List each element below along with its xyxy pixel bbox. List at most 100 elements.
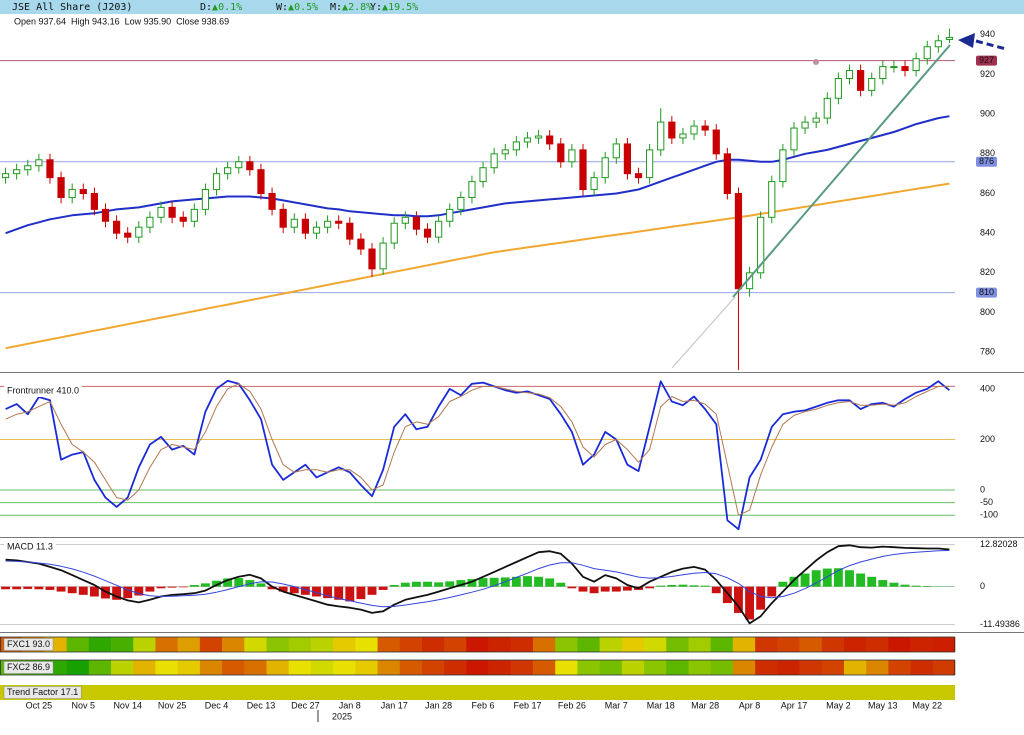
histogram-bar (578, 586, 588, 592)
candle-body (834, 77, 843, 99)
candle-body (945, 36, 954, 41)
heat-cell (310, 660, 334, 675)
candle-body (268, 193, 276, 210)
heat-cell (444, 660, 467, 675)
heat-cell (444, 637, 467, 652)
y-tick-label: 780 (980, 347, 995, 357)
heat-cell (910, 637, 934, 652)
histogram-bar (667, 585, 677, 587)
candle-body (457, 196, 465, 210)
histogram-bar (800, 573, 810, 587)
candle-body (868, 77, 876, 91)
candle-body (301, 218, 309, 234)
x-tick-label: Oct 25 (26, 700, 53, 710)
panel-label-box (4, 385, 83, 397)
y-tick-label: 400 (980, 383, 995, 393)
candle-body (423, 228, 432, 238)
change-w: W:▲0.5% (276, 2, 318, 13)
histogram-bar (278, 586, 288, 592)
heat-cell (155, 637, 178, 652)
heat-cell (710, 637, 734, 652)
panel-label: FXC2 86.9 (7, 662, 50, 672)
candle-body (612, 143, 620, 159)
trend-band (0, 685, 955, 700)
candle-body (546, 135, 554, 145)
histogram-bar (511, 576, 521, 587)
candle-body (379, 242, 387, 270)
heat-cell (555, 637, 578, 652)
panel-label-box (3, 638, 54, 651)
heat-cell (288, 637, 312, 652)
y-tick-label: 12.82028 (980, 539, 1018, 549)
change-label: M: (330, 2, 342, 13)
heat-cell (932, 637, 956, 652)
level-label-box (976, 287, 997, 298)
x-tick-label: Mar 28 (691, 700, 719, 710)
candle-body (446, 208, 454, 222)
candle-body (13, 169, 21, 175)
change-value: ▲19.5% (382, 2, 418, 13)
y-tick-label: 200 (980, 434, 995, 444)
heat-cell (732, 660, 756, 675)
histogram-bar (734, 586, 743, 613)
heat-cell (777, 637, 800, 652)
y-tick-label: 880 (980, 148, 995, 158)
histogram-bar (611, 586, 621, 592)
x-tick-label: Nov 25 (158, 700, 187, 710)
x-tick-label: Jan 17 (381, 700, 408, 710)
candle-body (646, 149, 654, 179)
candle-body (401, 216, 409, 224)
y-tick-label: -100 (980, 510, 998, 520)
candle-body (368, 248, 376, 270)
candle-body (879, 66, 887, 79)
y-tick-label: 800 (980, 307, 995, 317)
histogram-bar (656, 585, 666, 587)
heat-cell (111, 660, 134, 675)
panel-label-box (4, 541, 56, 553)
histogram-bar (756, 586, 766, 610)
heat-cell (333, 637, 356, 652)
histogram-bar (878, 580, 888, 587)
heat-cell (244, 637, 267, 652)
histogram-bar (645, 586, 655, 589)
candle-body (534, 135, 543, 139)
heat-cell (421, 660, 445, 675)
heat-cell (533, 637, 556, 652)
histogram-bar (778, 581, 788, 587)
candle-body (46, 159, 54, 179)
heat-cell (222, 660, 245, 675)
histogram-bar (767, 586, 777, 597)
heat-cell (621, 637, 645, 652)
histogram-bar (378, 586, 388, 590)
heat-cell (155, 660, 178, 675)
candle-body (857, 70, 865, 91)
candle-body (112, 220, 121, 234)
histogram-bar (400, 582, 410, 587)
candle-body (157, 206, 165, 218)
histogram-bar (289, 586, 299, 594)
trendline-extension (671, 296, 736, 369)
candle-body (523, 137, 532, 143)
candle-body (501, 149, 509, 155)
strip-border (0, 659, 955, 676)
histogram-bar (900, 584, 910, 587)
heat-cell (244, 660, 267, 675)
heat-cell (488, 637, 512, 652)
heat-cell (644, 637, 667, 652)
histogram-bar (833, 568, 843, 587)
histogram-bar (434, 582, 444, 587)
heat-cell (510, 660, 534, 675)
y-tick-label: -11.49386 (980, 619, 1020, 629)
candle-body (779, 149, 787, 183)
candle-body (323, 220, 332, 228)
histogram-bar (889, 582, 899, 587)
level-label: 927 (979, 55, 994, 65)
candle-body (812, 117, 820, 123)
heat-cell (843, 637, 867, 652)
histogram-bar (56, 586, 66, 592)
candle-body (279, 208, 287, 228)
histogram-bar (134, 586, 144, 596)
candle-body (35, 159, 43, 167)
panel-label-box (3, 686, 82, 699)
histogram-bar (911, 585, 921, 587)
